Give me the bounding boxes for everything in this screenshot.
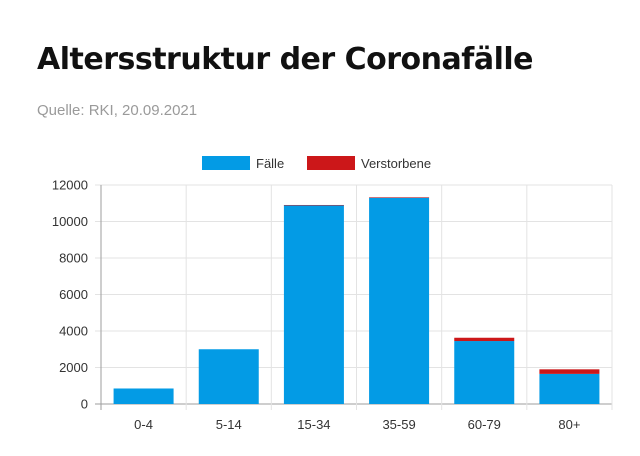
bars	[113, 197, 600, 404]
y-tick-label: 0	[81, 397, 88, 412]
chart-source: Quelle: RKI, 20.09.2021	[37, 102, 198, 119]
grid-lines	[95, 184, 613, 410]
x-tick-label: 15-34	[297, 417, 330, 432]
bar-faelle-15-34	[283, 205, 344, 404]
y-tick-label: 8000	[59, 251, 88, 266]
chart-title: Altersstruktur der Coronafälle	[37, 42, 533, 77]
legend-swatch-faelle	[202, 156, 250, 170]
legend-label-faelle: Fälle	[256, 156, 284, 171]
y-tick-label: 10000	[52, 214, 88, 229]
bar-faelle-0-4	[113, 388, 174, 404]
x-tick-label: 80+	[558, 417, 580, 432]
legend-label-verstorbene: Verstorbene	[361, 156, 431, 171]
bar-verstorbene-15-34	[283, 204, 344, 206]
bar-verstorbene-35-59	[369, 197, 430, 198]
x-tick-label: 35-59	[382, 417, 415, 432]
y-tick-label: 4000	[59, 324, 88, 339]
y-tick-label: 12000	[52, 178, 88, 193]
legend: Fälle Verstorbene	[202, 156, 431, 171]
x-tick-label: 5-14	[216, 417, 242, 432]
legend-swatch-verstorbene	[307, 156, 355, 170]
bar-faelle-35-59	[369, 197, 430, 404]
x-tick-label: 60-79	[468, 417, 501, 432]
y-tick-label: 2000	[59, 360, 88, 375]
bar-faelle-5-14	[198, 349, 259, 404]
bar-faelle-60-79	[454, 341, 515, 404]
axes: 0 2000 4000 6000 8000 10000 12000 0-4 5-14 15-34 3…	[52, 178, 581, 433]
y-tick-label: 6000	[59, 287, 88, 302]
bar-verstorbene-80+	[539, 369, 600, 374]
bar-faelle-80+	[539, 373, 600, 404]
bar-verstorbene-60-79	[454, 337, 515, 342]
x-tick-label: 0-4	[134, 417, 153, 432]
